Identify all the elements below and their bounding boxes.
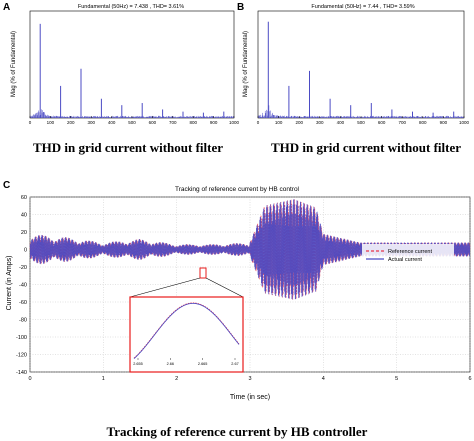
x-tick-label: 100 — [275, 120, 283, 125]
x-tick-label: 200 — [295, 120, 303, 125]
zoom-connector-right — [205, 277, 244, 298]
x-tick-label: 700 — [169, 120, 177, 125]
x-tick-label: 800 — [189, 120, 197, 125]
y-tick-label: -80 — [19, 318, 27, 324]
panel-b-x-ticks: 0 100 200 300 400 500 600 700 800 900 1000 — [257, 116, 470, 125]
x-tick-label: 400 — [337, 120, 345, 125]
y-tick-label: 40 — [21, 213, 27, 219]
x-tick-label: 0 — [257, 120, 260, 125]
inset-x-ticks: 2.655 2.66 2.665 2.67 — [133, 358, 239, 366]
y-tick-label: -20 — [19, 265, 27, 271]
x-tick-label: 6 — [468, 376, 471, 382]
zoom-marker — [199, 267, 207, 279]
inset-line-actual — [133, 303, 240, 359]
x-tick-label: 600 — [149, 120, 157, 125]
x-tick-label: 900 — [440, 120, 448, 125]
zoom-connector-left — [129, 277, 201, 298]
x-tick-label: 600 — [378, 120, 386, 125]
panel-a-caption: THD in grid current without filter — [33, 140, 223, 155]
y-tick-label: 0 — [24, 248, 27, 254]
legend-label-actual: Actual current — [388, 257, 422, 263]
panel-b: B Fundamental (50Hz) = 7.44 , THD= 3.59%… — [237, 2, 470, 155]
x-tick-label: 3 — [248, 376, 251, 382]
panel-a: A Fundamental (50Hz) = 7.438 , THD= 3.61… — [3, 2, 240, 155]
panel-b-title: Fundamental (50Hz) = 7.44 , THD= 3.59% — [311, 4, 414, 10]
y-tick-label: -100 — [16, 335, 27, 341]
inset-frame — [129, 296, 244, 373]
x-tick-label: 1000 — [229, 120, 240, 125]
inset-waveform — [133, 302, 240, 359]
panel-b-ylabel: Mag (% of Fundamental) — [243, 31, 249, 97]
panel-c-xlabel: Time (in sec) — [230, 394, 270, 401]
panel-c-legend: Reference current Actual current — [362, 244, 454, 266]
y-tick-label: -140 — [16, 370, 27, 376]
panel-c: C Tracking of reference current by HB co… — [3, 180, 472, 439]
x-tick-label: 500 — [128, 120, 136, 125]
panel-c-title: Tracking of reference current by HB cont… — [175, 186, 300, 193]
x-tick-label: 800 — [419, 120, 427, 125]
y-tick-label: -60 — [19, 300, 27, 306]
y-tick-label: -120 — [16, 353, 27, 359]
x-tick-label: 1000 — [459, 120, 470, 125]
panel-a-title: Fundamental (50Hz) = 7.438 , THD= 3.61% — [78, 4, 184, 10]
panel-c-y-ticks: 60 40 20 0 -20 -40 -60 -80 -100 -120 -140 — [16, 195, 27, 376]
x-tick-label: 2 — [175, 376, 178, 382]
panel-b-bars — [258, 21, 464, 118]
panel-b-caption: THD in grid current without filter — [271, 140, 461, 155]
inset-tick-label: 2.655 — [133, 362, 143, 366]
panel-c-caption: Tracking of reference current by HB cont… — [107, 424, 368, 439]
legend-label-reference: Reference current — [388, 249, 432, 255]
panel-a-x-ticks: 0 100 200 300 400 500 600 700 800 900 1000 — [29, 116, 240, 125]
panel-letter-a: A — [3, 2, 10, 13]
x-tick-label: 400 — [108, 120, 116, 125]
inset-tick-label: 2.66 — [167, 362, 174, 366]
x-tick-label: 1 — [102, 376, 105, 382]
y-tick-label: 20 — [21, 230, 27, 236]
zoom-inset: 2.655 2.66 2.665 2.67 — [129, 296, 244, 373]
x-tick-label: 300 — [87, 120, 95, 125]
legend-box — [362, 244, 454, 266]
panel-c-x-ticks: 0 1 2 3 4 5 6 — [28, 376, 471, 382]
panel-letter-c: C — [3, 180, 10, 191]
inset-tick-label: 2.67 — [231, 362, 238, 366]
x-tick-label: 100 — [47, 120, 55, 125]
panel-c-ylabel: Current (in Amps) — [6, 256, 13, 311]
panel-letter-b: B — [237, 2, 244, 13]
x-tick-label: 0 — [28, 376, 31, 382]
x-tick-label: 5 — [395, 376, 398, 382]
y-tick-label: 60 — [21, 195, 27, 201]
x-tick-label: 200 — [67, 120, 75, 125]
x-tick-label: 500 — [357, 120, 365, 125]
inset-tick-label: 2.665 — [198, 362, 208, 366]
y-tick-label: -40 — [19, 283, 27, 289]
panel-a-ylabel: Mag (% of Fundamental) — [11, 31, 17, 97]
x-tick-label: 4 — [322, 376, 325, 382]
x-tick-label: 300 — [316, 120, 324, 125]
x-tick-label: 0 — [29, 120, 32, 125]
x-tick-label: 900 — [210, 120, 218, 125]
panel-a-bars — [30, 23, 234, 118]
x-tick-label: 700 — [398, 120, 406, 125]
